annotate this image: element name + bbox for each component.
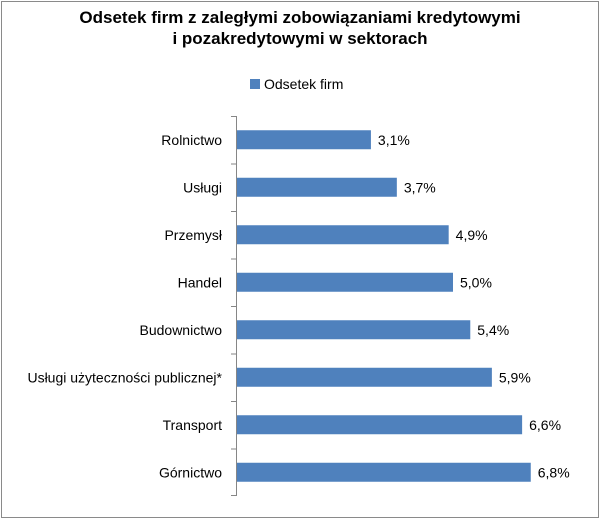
category-label: Budownictwo — [140, 322, 223, 338]
bar — [237, 367, 492, 387]
legend-swatch — [250, 79, 260, 89]
bar — [237, 130, 371, 150]
bar — [237, 225, 449, 245]
category-label: Transport — [163, 417, 223, 433]
value-label: 5,9% — [499, 369, 531, 385]
chart-title-line-2: i pozakredytowymi w sektorach — [172, 29, 427, 48]
category-label: Handel — [178, 274, 222, 290]
bar — [237, 462, 531, 482]
bar — [237, 272, 453, 292]
category-label: Górnictwo — [159, 464, 222, 480]
value-label: 3,1% — [378, 132, 410, 148]
category-label: Przemysł — [164, 227, 222, 243]
category-label: Usługi użyteczności publicznej* — [27, 369, 222, 385]
value-label: 3,7% — [404, 179, 436, 195]
category-label: Rolnictwo — [161, 132, 222, 148]
bar — [237, 320, 471, 340]
category-label: Usługi — [183, 179, 222, 195]
value-label: 6,8% — [538, 464, 570, 480]
value-label: 5,0% — [460, 274, 492, 290]
value-label: 5,4% — [477, 322, 509, 338]
value-label: 6,6% — [529, 417, 561, 433]
value-label: 4,9% — [456, 227, 488, 243]
bar-group: Rolnictwo 3,1% Usługi 3,7% Przemysł 4,9% Hande… — [27, 116, 570, 496]
legend-label: Odsetek firm — [264, 76, 343, 92]
chart-title-line-1: Odsetek firm z zaległymi zobowiązaniami … — [79, 8, 520, 27]
bar — [237, 415, 523, 435]
bar — [237, 177, 397, 197]
